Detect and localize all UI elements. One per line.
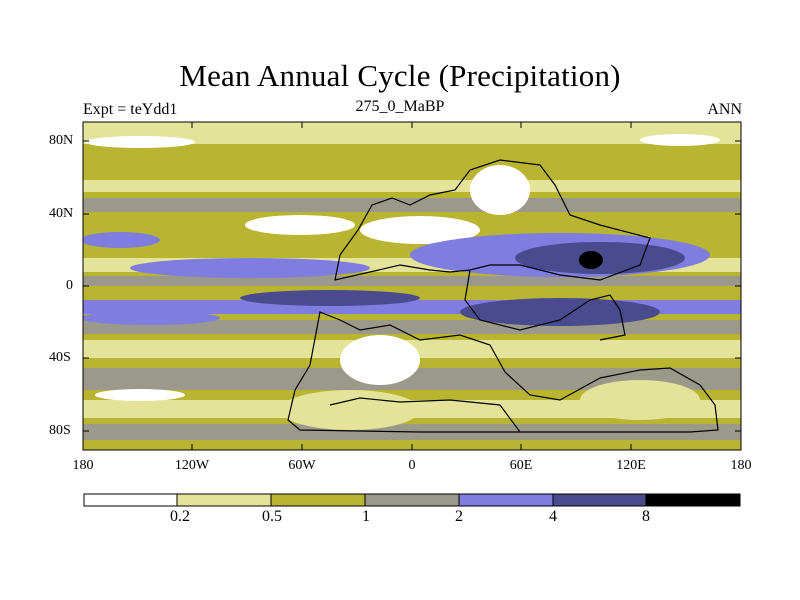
patch-n-pacific-blue <box>83 232 160 248</box>
lat-label-40s: 40S <box>49 350 71 365</box>
patch-s-navy <box>460 298 660 326</box>
season-label: ANN <box>707 101 742 118</box>
patch-sam-pale <box>280 390 420 430</box>
colorbar-box-1 <box>83 493 178 507</box>
precipitation-field <box>83 122 741 450</box>
lon-label-120w: 120W <box>174 458 210 473</box>
period-label: 275_0_MaBP <box>355 98 445 115</box>
map-title: Mean Annual Cycle (Precipitation) <box>179 58 621 93</box>
patch-north-white <box>85 136 195 148</box>
lat-label-equator: 0 <box>66 278 73 293</box>
lon-label-60e: 60E <box>509 458 533 473</box>
patch-max-black <box>579 251 603 269</box>
lon-label-120e: 120E <box>616 458 646 473</box>
colorbar-box-7 <box>645 493 741 507</box>
colorbar-box-4 <box>364 493 460 507</box>
patch-nh-white <box>360 216 480 244</box>
colorbar-label-0-2: 0.2 <box>170 508 190 525</box>
experiment-label: Expt = teYdd1 <box>83 101 178 118</box>
coastline-laurasia <box>334 159 651 281</box>
colorbar-label-2: 2 <box>455 508 463 525</box>
lat-label-40n: 40N <box>49 206 74 221</box>
colorbar-box-5 <box>458 493 554 507</box>
patch-eq-blue <box>130 258 370 278</box>
colorbar-box-6 <box>552 493 647 507</box>
lon-label-180w: 180 <box>72 458 94 473</box>
colorbar-label-1: 1 <box>362 508 370 525</box>
colorbar-box-3 <box>270 493 366 507</box>
lat-label-80n: 80N <box>49 133 74 148</box>
lat-label-80s: 80S <box>49 423 71 438</box>
colorbar-label-4: 4 <box>549 508 557 525</box>
coastlines <box>287 159 719 433</box>
colorbar-label-8: 8 <box>642 508 650 525</box>
band-southern-gray <box>83 368 741 390</box>
colorbar-box-2 <box>176 493 272 507</box>
colorbar-label-0-5: 0.5 <box>262 508 282 525</box>
lon-label-60w: 60W <box>288 458 316 473</box>
coastline-inner <box>329 397 521 433</box>
lon-label-0: 0 <box>408 458 416 473</box>
patch-north-white-2 <box>640 134 720 146</box>
patch-aus-pale <box>580 380 700 420</box>
coastline-gondwana <box>287 311 719 433</box>
band-equator-gray <box>83 276 741 286</box>
patch-sam-white <box>340 335 420 385</box>
band-north-gray <box>83 198 741 212</box>
colorbar <box>83 493 741 507</box>
patch-asia-white <box>470 165 530 215</box>
band-north-pale <box>83 180 741 192</box>
lon-label-180e: 180 <box>730 458 752 473</box>
patch-eq-navy <box>240 290 420 306</box>
axis-ticks <box>83 122 741 450</box>
patch-south-blue <box>83 311 220 325</box>
band-arctic-pale <box>83 122 741 144</box>
coastline-india <box>464 269 626 341</box>
patch-s-white <box>95 389 185 401</box>
patch-n-atlantic-white <box>245 215 355 235</box>
